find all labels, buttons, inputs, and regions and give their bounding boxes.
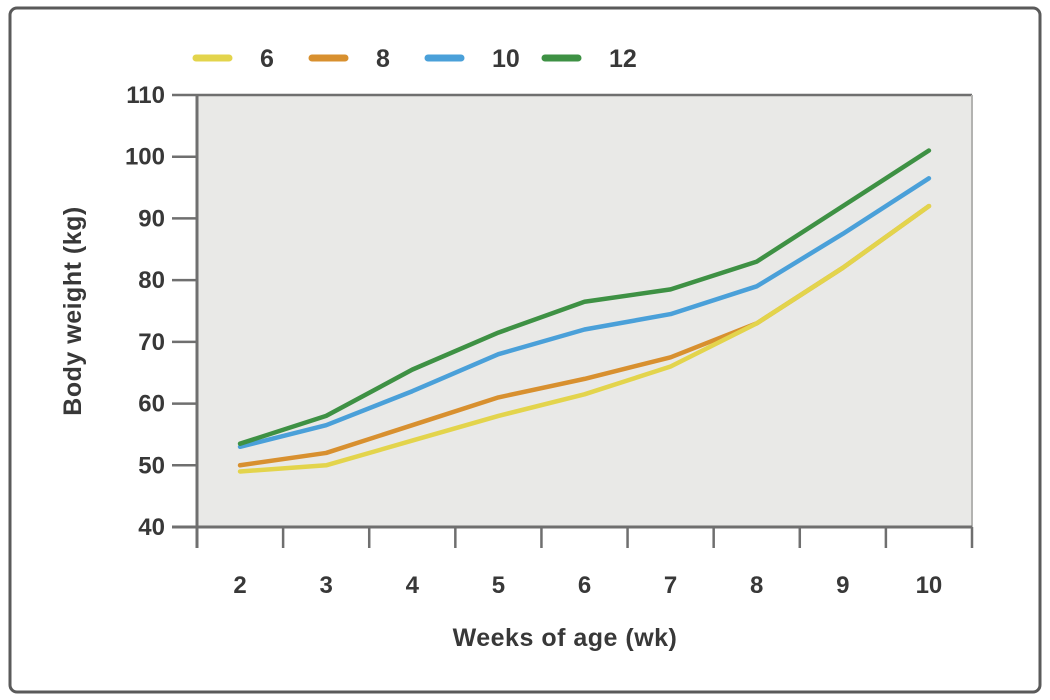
legend-label-12: 12 [609,45,637,73]
x-tick-label: 6 [578,572,591,599]
series-line-6 [237,203,932,474]
series-lines [237,148,932,474]
y-tick-label: 60 [138,391,165,418]
x-tick-label: 9 [836,572,849,599]
series-line-12 [237,148,932,446]
legend-label-10: 10 [492,45,520,73]
legend-label-6: 6 [260,45,274,73]
legend-item-6: 6 [192,45,274,73]
x-tick-label: 7 [664,572,677,599]
y-tick-label: 110 [126,82,165,109]
x-tick-label: 4 [406,572,420,599]
y-tick-labels: 40 50 60 70 80 90 100 110 [125,82,165,541]
legend-item-10: 10 [424,45,520,73]
x-tick-label: 8 [750,572,763,599]
plot-area [197,95,972,527]
series-line-10 [237,176,932,450]
legend: 6 8 10 12 [192,45,637,73]
x-tick-labels: 2 3 4 5 6 7 8 9 10 [233,572,942,599]
x-tick-label: 10 [916,572,943,599]
y-tick-label: 100 [125,144,165,171]
axis-lines [172,93,973,548]
y-tick-label: 70 [138,329,165,356]
y-axis-title: Body weight (kg) [59,206,87,415]
x-tick-label: 5 [492,572,505,599]
y-tick-label: 80 [138,267,165,294]
y-tick-label: 90 [138,205,165,232]
x-tick-label: 3 [319,572,332,599]
y-tick-label: 40 [138,514,165,541]
x-tick-label: 2 [233,572,246,599]
y-tick-label: 50 [138,452,165,479]
legend-item-8: 8 [308,45,390,73]
legend-label-8: 8 [376,45,390,73]
legend-item-12: 12 [541,45,637,73]
x-axis-title: Weeks of age (wk) [453,624,678,652]
figure-border [8,6,1042,694]
